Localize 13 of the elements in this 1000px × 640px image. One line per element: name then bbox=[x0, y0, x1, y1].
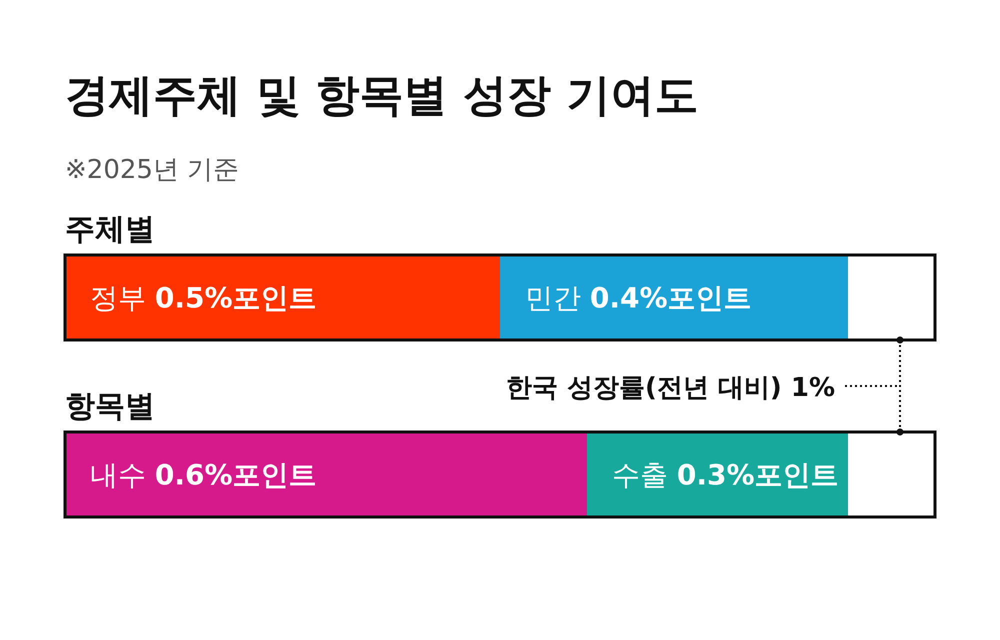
y-tick-label: 항목별 bbox=[65, 389, 155, 424]
text: ※2025년 기준 bbox=[65, 155, 240, 185]
series-label: 정부 bbox=[90, 282, 155, 314]
data-label: 0.5%포인트 bbox=[154, 282, 317, 314]
data-label: 0.3%포인트 bbox=[676, 458, 839, 492]
data-label: 0.6%포인트 bbox=[154, 458, 317, 492]
y-tick-label: 주체별 bbox=[65, 212, 155, 247]
series-label: 수출 bbox=[612, 458, 677, 492]
series-label: 민간 bbox=[525, 282, 590, 314]
annotation: 한국 성장률(전년 대비) 1% bbox=[506, 373, 835, 403]
chart-title: 경제주체 및 항목별 성장 기여도 bbox=[65, 70, 698, 121]
data-label: 0.4%포인트 bbox=[590, 282, 752, 314]
series-label: 내수 bbox=[90, 458, 155, 492]
